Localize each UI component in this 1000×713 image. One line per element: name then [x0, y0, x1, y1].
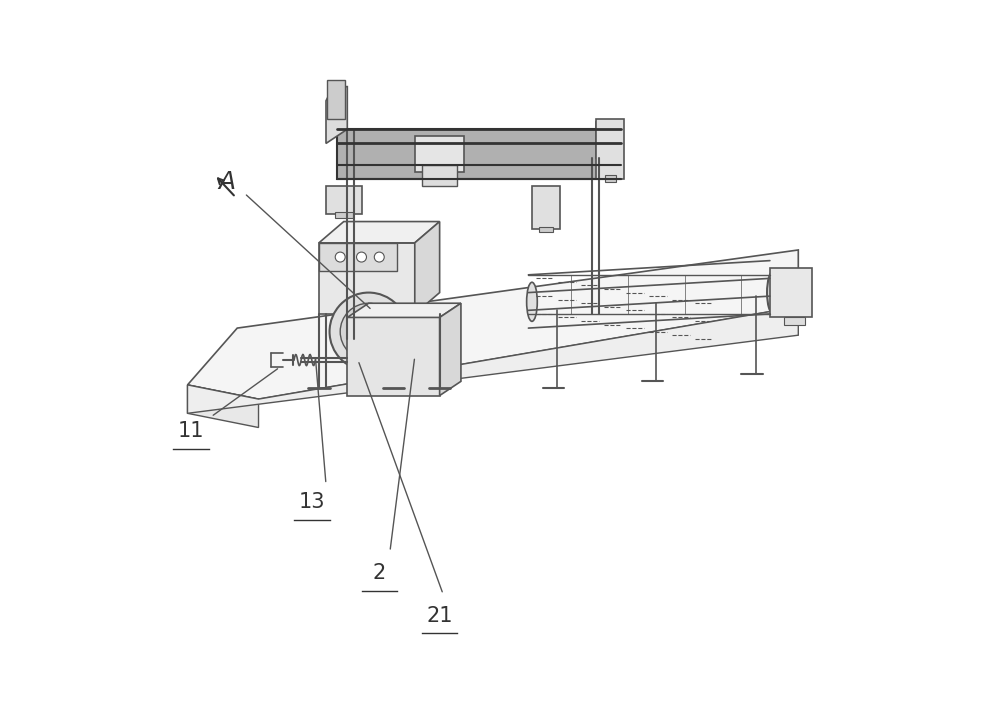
Bar	[532, 186, 560, 229]
Polygon shape	[188, 250, 798, 399]
Bar	[415, 136, 464, 172]
Bar	[326, 186, 362, 215]
Bar	[784, 317, 805, 324]
Bar	[596, 118, 624, 179]
Polygon shape	[337, 129, 621, 179]
Bar	[770, 267, 812, 317]
Text: 11: 11	[178, 421, 204, 441]
Polygon shape	[319, 222, 440, 243]
Text: A: A	[218, 170, 235, 195]
Bar	[422, 165, 457, 186]
Bar	[539, 227, 553, 232]
Polygon shape	[596, 122, 610, 158]
Circle shape	[335, 252, 345, 262]
Bar	[327, 80, 345, 118]
Bar	[605, 175, 616, 183]
Circle shape	[340, 303, 397, 360]
Polygon shape	[440, 303, 461, 396]
Circle shape	[330, 292, 408, 371]
Polygon shape	[188, 385, 259, 428]
Circle shape	[360, 323, 377, 340]
Polygon shape	[319, 243, 397, 271]
Polygon shape	[415, 222, 440, 314]
Polygon shape	[319, 243, 415, 314]
Text: 21: 21	[426, 606, 453, 626]
Text: 13: 13	[299, 492, 325, 512]
Text: 2: 2	[373, 563, 386, 583]
Polygon shape	[347, 303, 461, 317]
Polygon shape	[326, 86, 347, 143]
Ellipse shape	[767, 271, 780, 314]
Bar	[335, 212, 353, 218]
Ellipse shape	[527, 282, 537, 322]
Polygon shape	[188, 307, 798, 414]
Polygon shape	[347, 317, 440, 396]
Circle shape	[374, 252, 384, 262]
Circle shape	[357, 252, 366, 262]
